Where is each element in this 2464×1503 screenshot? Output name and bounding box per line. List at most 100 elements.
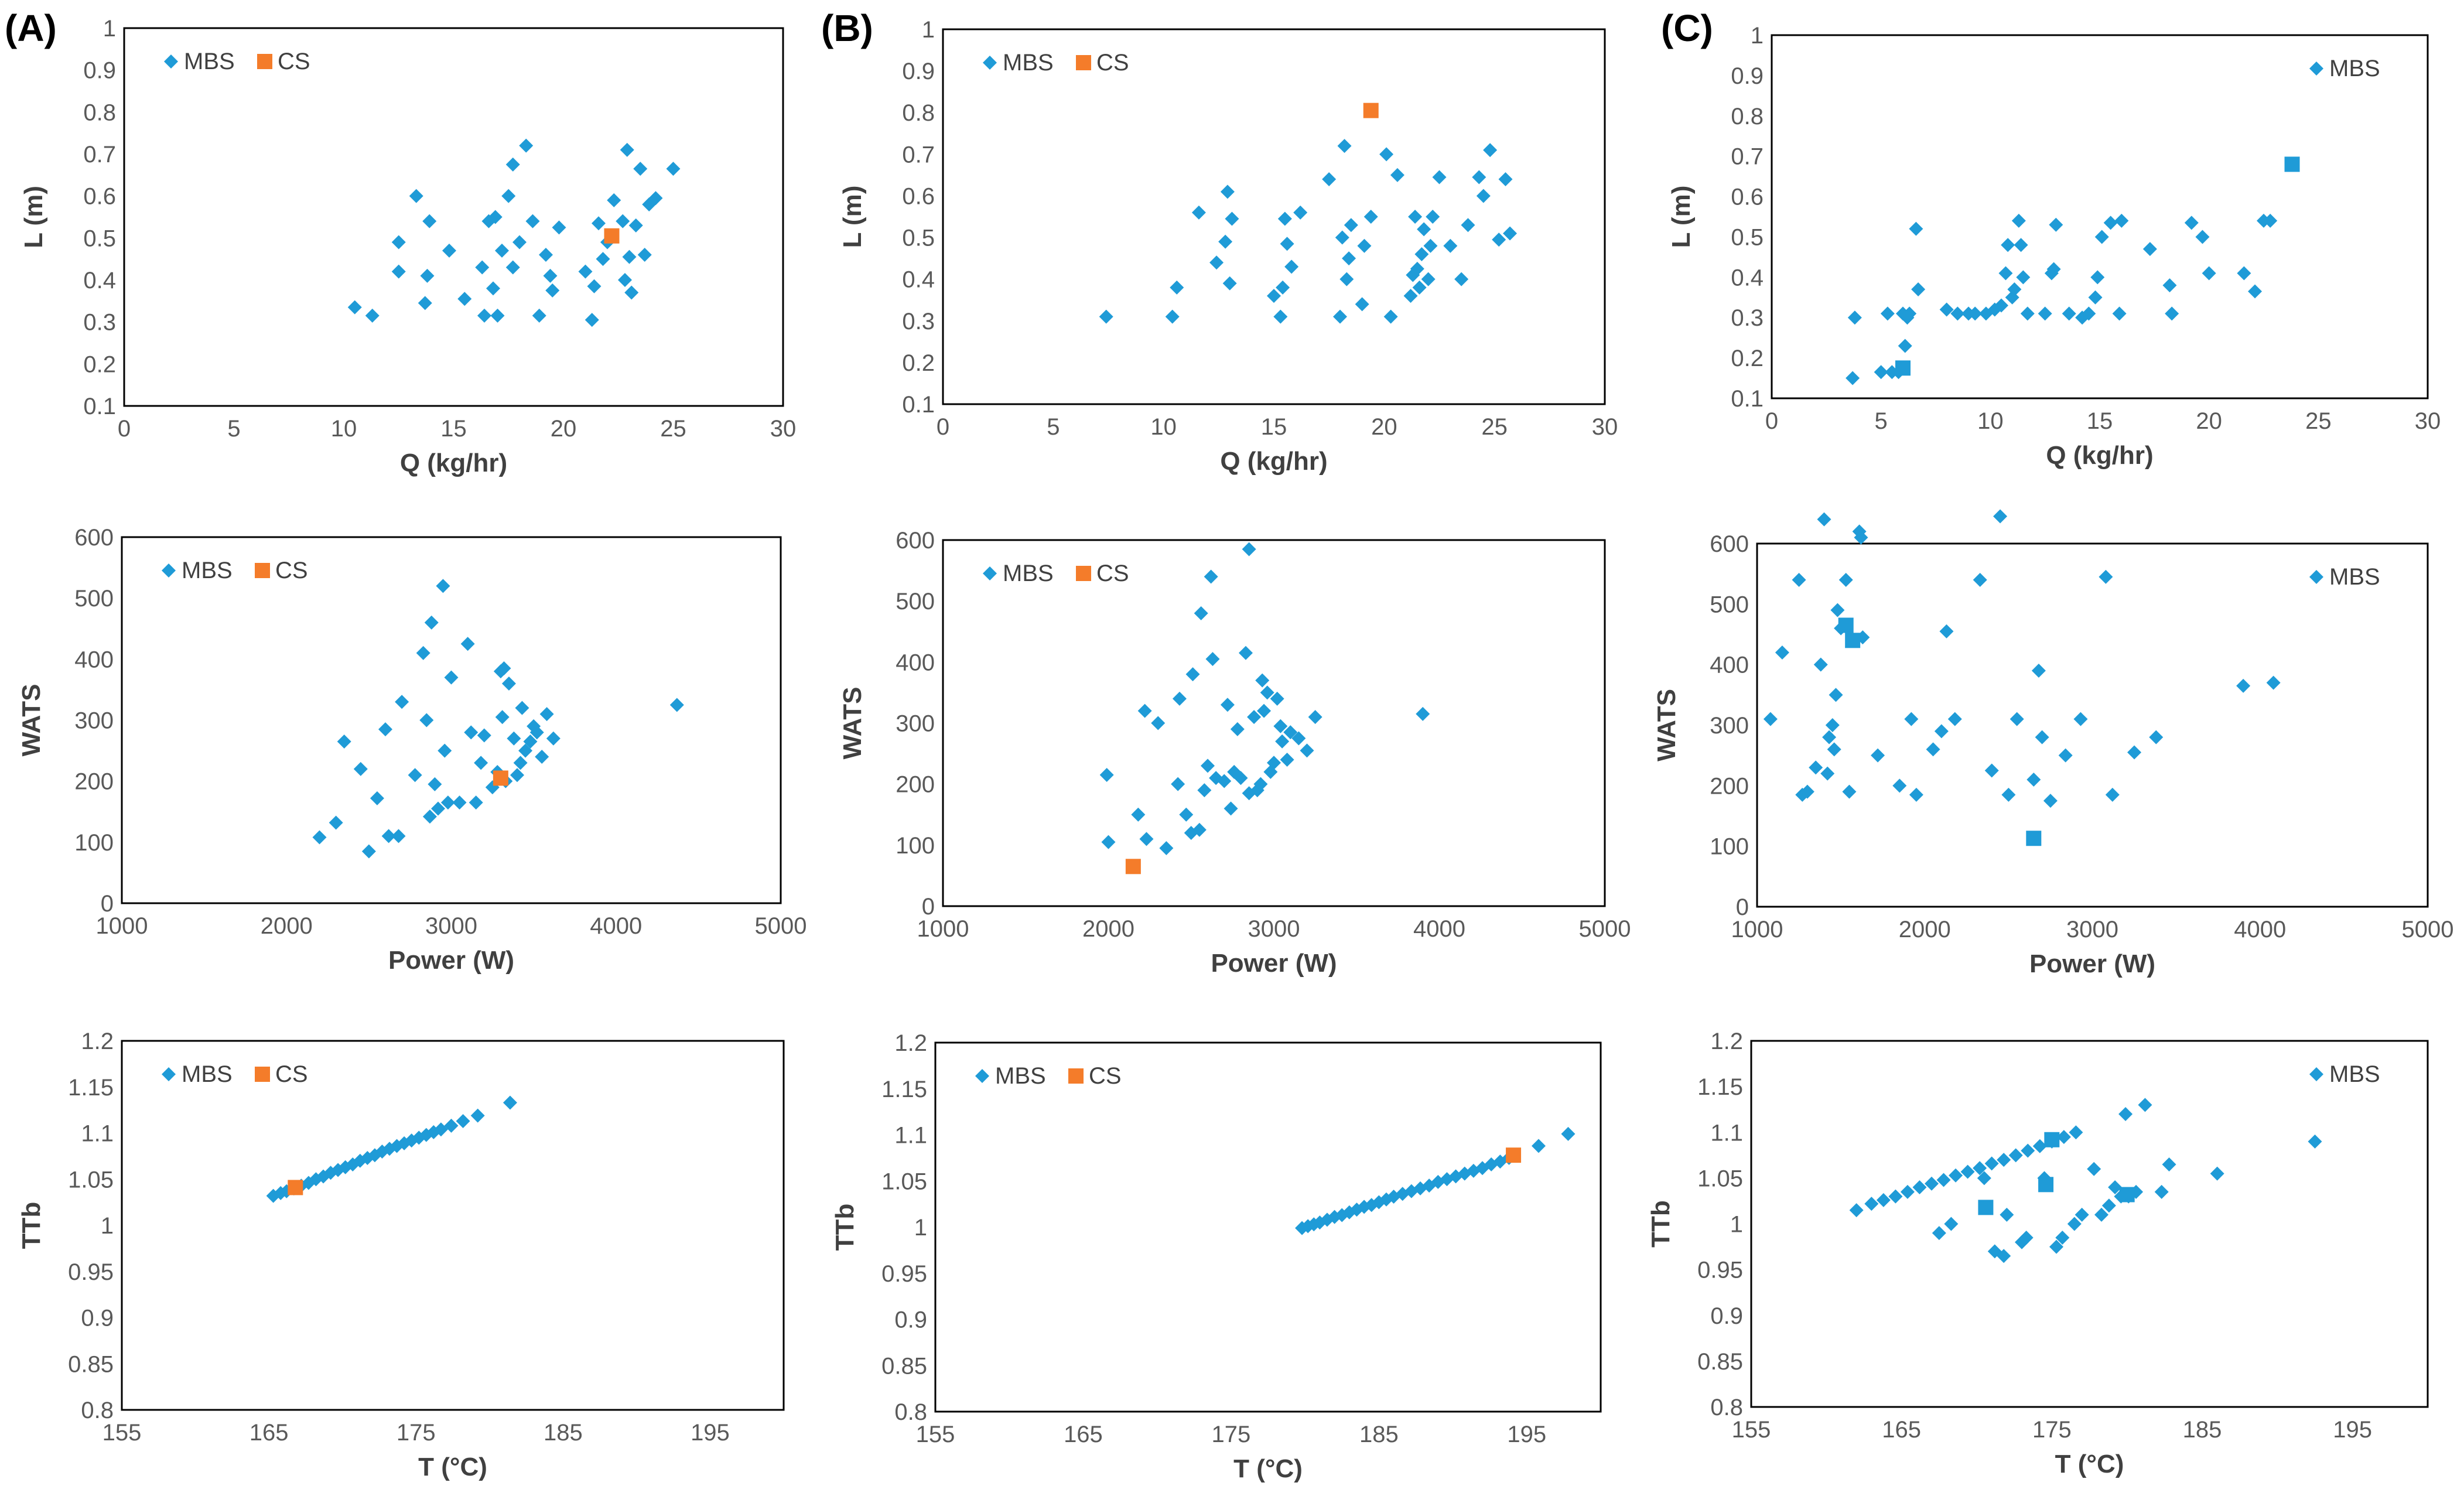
data-point bbox=[477, 728, 491, 743]
data-point bbox=[2007, 282, 2022, 296]
data-point bbox=[1461, 218, 1475, 233]
y-tick-label-3: 0.2 bbox=[1731, 346, 1764, 371]
data-point bbox=[440, 795, 455, 810]
series-mbs-5 bbox=[1099, 542, 1430, 856]
data-point bbox=[1172, 691, 1187, 706]
x-tick-label-3: 5 bbox=[1875, 408, 1888, 434]
y-tick-label-2: 0.2 bbox=[902, 350, 935, 376]
data-point bbox=[353, 761, 368, 776]
data-point bbox=[2049, 217, 2063, 232]
y-tick-label-8: 0.8 bbox=[894, 1399, 927, 1425]
data-point-square bbox=[2119, 1187, 2135, 1203]
y-tick-label-2: 0.3 bbox=[902, 309, 935, 334]
data-point bbox=[503, 1095, 517, 1110]
data-point-square bbox=[2026, 831, 2042, 846]
data-point bbox=[1185, 667, 1200, 682]
y-tick-label-7: 1.1 bbox=[81, 1121, 114, 1147]
panel-label-c: (C) bbox=[1661, 7, 1713, 49]
data-point bbox=[1561, 1126, 1576, 1141]
data-point bbox=[2088, 290, 2103, 305]
data-point-square bbox=[288, 1180, 303, 1195]
data-point bbox=[596, 252, 610, 267]
plot-frame-8 bbox=[934, 1041, 1602, 1413]
x-tick-label-6: 1000 bbox=[1731, 917, 1783, 942]
data-point bbox=[475, 260, 490, 275]
legend-3: MBS bbox=[2309, 56, 2380, 81]
charts-group: 0 5 10 15 20 25 300.10.20.30.40.50.60.70.80.91… bbox=[17, 16, 2453, 1483]
data-point-square bbox=[1845, 633, 1861, 648]
data-point bbox=[419, 713, 434, 727]
data-point bbox=[2011, 213, 2026, 228]
y-tick-label-7: 1 bbox=[101, 1213, 114, 1239]
x-tick-label-2: 10 bbox=[1150, 414, 1177, 440]
x-tick-label-1: 15 bbox=[440, 416, 467, 442]
data-point bbox=[2019, 1230, 2034, 1245]
data-point bbox=[1950, 306, 1965, 321]
x-tick-label-4: 3000 bbox=[425, 913, 477, 939]
x-axis-title-1: Q (kg/hr) bbox=[400, 449, 507, 477]
y-tick-label-3: 1 bbox=[1751, 23, 1764, 49]
data-point bbox=[1792, 573, 1806, 587]
data-point bbox=[474, 756, 488, 770]
data-point bbox=[2038, 306, 2052, 321]
data-point bbox=[1101, 835, 1116, 849]
legend-marker-cs bbox=[1076, 566, 1091, 581]
data-point bbox=[1503, 226, 1518, 241]
data-point bbox=[1993, 509, 2008, 524]
data-point bbox=[1308, 710, 1322, 725]
data-point bbox=[1820, 766, 1835, 781]
data-point bbox=[1900, 1184, 1915, 1199]
data-point bbox=[607, 193, 621, 207]
y-axis-title-1: L (m) bbox=[19, 186, 48, 248]
data-point bbox=[486, 281, 500, 296]
data-point bbox=[1973, 1161, 1987, 1176]
y-tick-label-9: 1.05 bbox=[1697, 1166, 1743, 1191]
x-tick-label-2: 25 bbox=[1481, 414, 1508, 440]
data-point bbox=[1998, 266, 2013, 281]
data-point bbox=[1197, 783, 1212, 798]
y-tick-label-4: 400 bbox=[74, 647, 114, 672]
data-point bbox=[622, 250, 637, 264]
x-tick-label-3: 15 bbox=[2087, 408, 2113, 434]
data-point bbox=[2165, 306, 2179, 321]
data-point bbox=[361, 844, 376, 859]
y-tick-label-1: 0.8 bbox=[83, 100, 116, 125]
y-tick-label-2: 0.6 bbox=[902, 183, 935, 209]
x-tick-label-5: 1000 bbox=[917, 916, 969, 942]
legend-marker-cs bbox=[255, 1067, 270, 1082]
series-mbs-8 bbox=[1295, 1126, 1576, 1235]
data-point bbox=[381, 829, 396, 843]
legend-4: MBS CS bbox=[162, 558, 308, 583]
data-point bbox=[329, 815, 343, 830]
data-point bbox=[616, 214, 630, 228]
data-point bbox=[1830, 603, 1845, 617]
data-point bbox=[1849, 1203, 1864, 1218]
data-point bbox=[2075, 1207, 2089, 1222]
legend-1: MBS CS bbox=[164, 49, 310, 74]
data-point bbox=[2210, 1166, 2224, 1181]
y-tick-label-5: 600 bbox=[896, 528, 935, 554]
x-tick-label-7: 195 bbox=[691, 1420, 730, 1446]
data-point bbox=[1911, 282, 1926, 296]
x-axis-title-4: Power (W) bbox=[388, 946, 514, 975]
data-point bbox=[460, 637, 475, 651]
data-point bbox=[1973, 573, 1987, 587]
data-point bbox=[2073, 712, 2088, 726]
data-point bbox=[1888, 1189, 1903, 1204]
x-tick-label-2: 30 bbox=[1592, 414, 1618, 440]
data-point bbox=[378, 722, 392, 737]
y-tick-label-2: 0.9 bbox=[902, 59, 935, 84]
y-tick-label-2: 0.8 bbox=[902, 100, 935, 126]
x-tick-label-8: 195 bbox=[1507, 1422, 1546, 1447]
y-tick-label-1: 0.3 bbox=[83, 310, 116, 336]
legend-marker-mbs bbox=[975, 1069, 989, 1083]
data-point bbox=[1813, 657, 1828, 672]
data-point bbox=[2010, 712, 2024, 726]
data-point bbox=[409, 189, 423, 203]
data-point bbox=[1423, 238, 1438, 253]
y-tick-label-3: 0.3 bbox=[1731, 305, 1764, 331]
y-tick-label-1: 0.4 bbox=[83, 268, 116, 293]
x-tick-label-5: 5000 bbox=[1579, 916, 1631, 942]
data-point bbox=[1763, 712, 1778, 726]
data-point bbox=[1151, 716, 1166, 730]
